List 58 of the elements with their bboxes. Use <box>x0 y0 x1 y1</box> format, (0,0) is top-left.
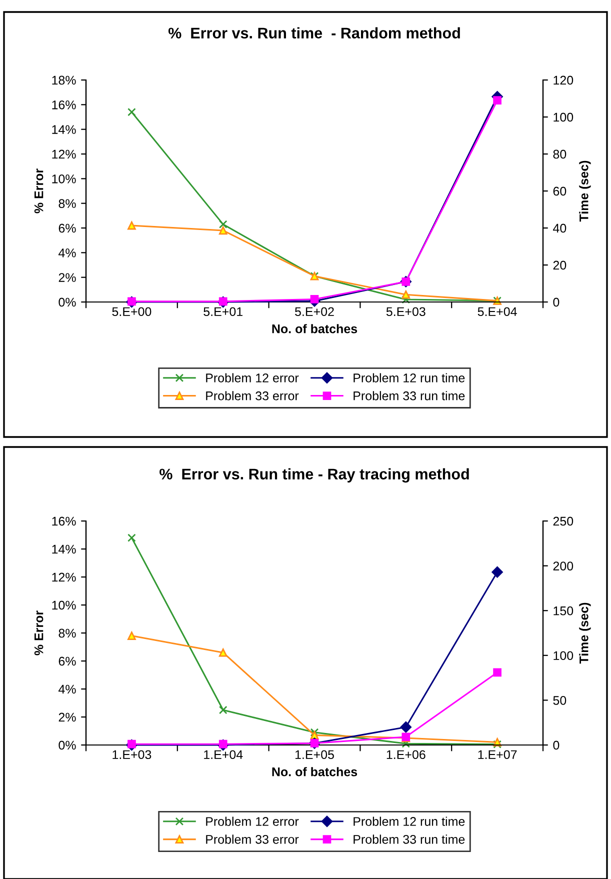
x-tick-label: 1.E+07 <box>478 750 517 760</box>
y-axis-title: % Error <box>34 168 44 214</box>
x-axis-title: No. of batches <box>272 324 358 334</box>
y2-tick-label: 150 <box>554 606 574 616</box>
legend-label: Problem 33 run time <box>354 834 465 844</box>
y-tick-label: 14% <box>52 125 76 134</box>
y2-axis-title: Time (sec) <box>579 160 591 222</box>
y2-tick-label: 250 <box>553 516 574 526</box>
x-tick-label: 5.E+02 <box>295 307 334 316</box>
y-tick-label: 16% <box>52 100 76 110</box>
x-tick-label: 1.E+05 <box>295 750 334 760</box>
y-tick-label: 2% <box>58 273 76 282</box>
x-axis-title: No. of batches <box>272 767 358 776</box>
y-tick-label: 6% <box>58 224 76 233</box>
chart-title: % Error vs. Run time - Ray tracing method <box>160 468 469 483</box>
legend-label: Problem 12 run time <box>354 816 465 826</box>
legend-label: Problem 12 run time <box>354 373 465 382</box>
y2-tick-label: 20 <box>553 260 566 270</box>
x-tick-label: 5.E+04 <box>478 307 517 316</box>
y-tick-label: 0% <box>58 740 76 750</box>
x-tick-label: 5.E+03 <box>386 307 426 316</box>
chart-title: % Error vs. Run time - Random method <box>168 27 460 38</box>
y2-tick-label: 100 <box>554 651 574 660</box>
y-tick-label: 14% <box>52 544 76 554</box>
x-tick-label: 1.E+06 <box>386 750 426 760</box>
x-tick-label: 5.E+00 <box>112 307 152 316</box>
y2-tick-label: 50 <box>553 696 566 705</box>
legend-label: Problem 12 error <box>206 373 299 382</box>
y-tick-label: 4% <box>58 684 76 694</box>
y-tick-label: 0% <box>58 298 76 307</box>
y2-tick-label: 0 <box>553 740 560 750</box>
y-tick-label: 6% <box>58 656 76 666</box>
y2-tick-label: 0 <box>553 298 560 307</box>
y2-tick-label: 60 <box>553 186 566 196</box>
y-tick-label: 2% <box>58 712 76 722</box>
y-axis-title: % Error <box>34 610 44 656</box>
y-tick-label: 16% <box>52 516 76 526</box>
y-tick-label: 10% <box>52 174 76 184</box>
legend-label: Problem 12 error <box>206 816 299 826</box>
y2-tick-label: 100 <box>554 112 574 122</box>
y-tick-label: 10% <box>52 600 76 610</box>
y2-axis-title: Time (sec) <box>579 602 591 664</box>
x-tick-label: 1.E+04 <box>204 750 243 760</box>
y2-tick-label: 80 <box>553 150 566 159</box>
y2-tick-label: 200 <box>553 562 574 570</box>
y-tick-label: 8% <box>58 628 76 638</box>
x-tick-label: 1.E+03 <box>112 750 152 760</box>
y-tick-label: 12% <box>52 572 76 582</box>
y-tick-label: 12% <box>52 150 76 159</box>
y-tick-label: 18% <box>52 76 76 85</box>
legend-label: Problem 33 error <box>206 391 299 400</box>
y-tick-label: 4% <box>58 248 76 258</box>
legend-label: Problem 33 run time <box>354 391 465 400</box>
y2-tick-label: 120 <box>554 76 574 85</box>
y2-tick-label: 40 <box>553 224 566 233</box>
x-tick-label: 5.E+01 <box>204 307 242 316</box>
y-tick-label: 8% <box>58 199 76 208</box>
legend-label: Problem 33 error <box>206 834 299 844</box>
